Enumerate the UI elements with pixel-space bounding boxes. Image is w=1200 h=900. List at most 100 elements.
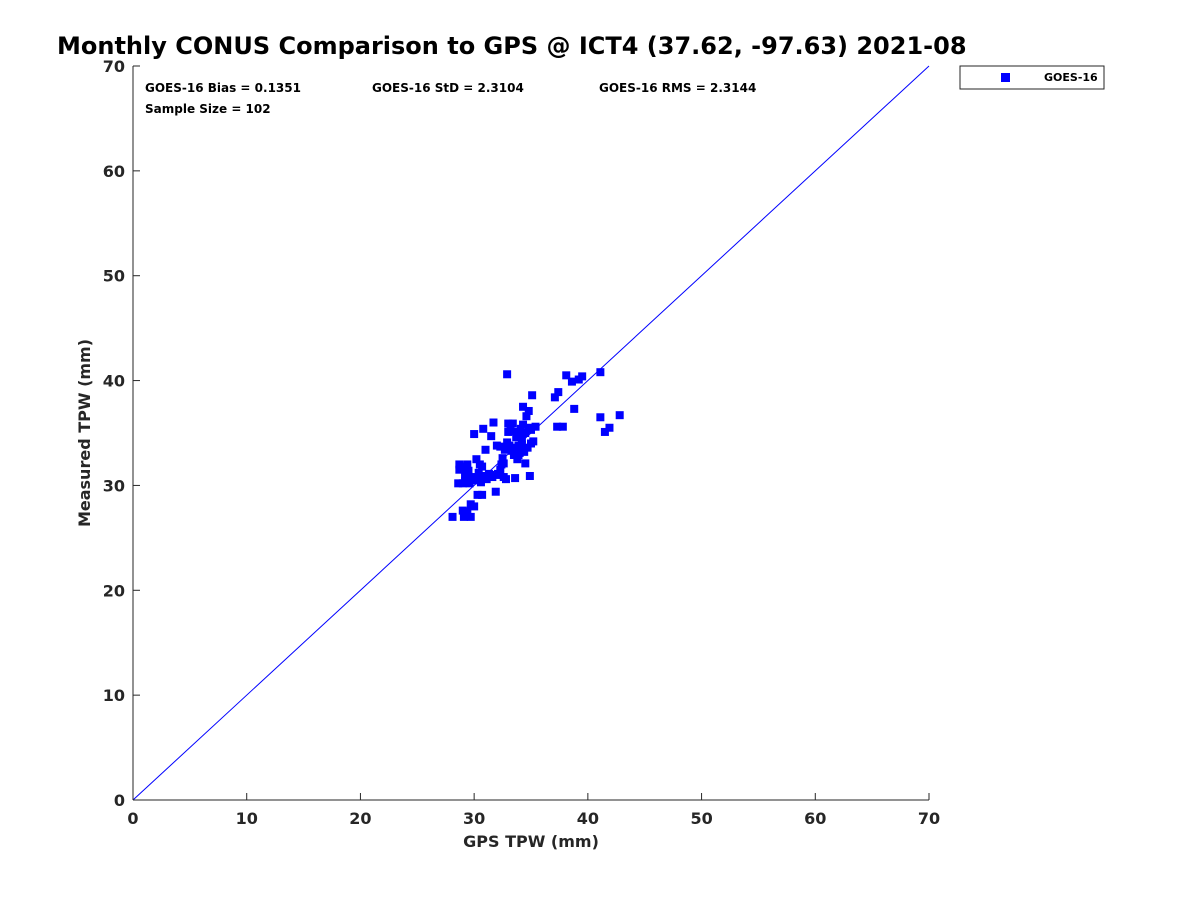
data-point xyxy=(600,427,609,436)
y-tick-label: 60 xyxy=(103,162,125,181)
x-tick-label: 10 xyxy=(236,809,258,828)
data-point xyxy=(474,468,483,477)
data-point xyxy=(521,459,530,468)
data-point xyxy=(528,391,537,400)
data-point xyxy=(470,502,479,511)
data-point xyxy=(516,424,525,433)
data-point xyxy=(527,425,535,434)
y-tick-label: 70 xyxy=(103,57,125,76)
x-ticks: 0 10 20 30 40 50 60 70 xyxy=(127,793,940,828)
data-point xyxy=(473,476,482,485)
y-tick-label: 50 xyxy=(103,267,125,286)
data-point xyxy=(501,475,510,484)
y-tick-label: 20 xyxy=(103,581,125,600)
data-point xyxy=(504,419,513,428)
legend-marker-square xyxy=(1001,73,1010,82)
data-point xyxy=(495,470,504,479)
data-point xyxy=(524,406,533,415)
data-point xyxy=(496,442,505,451)
data-point xyxy=(511,446,520,455)
x-tick-label: 70 xyxy=(918,809,940,828)
data-point xyxy=(472,455,481,464)
x-tick-label: 60 xyxy=(804,809,826,828)
data-point xyxy=(522,412,531,421)
data-point xyxy=(466,512,475,521)
data-point xyxy=(605,423,614,432)
std-stat: GOES-16 StD = 2.3104 xyxy=(372,81,524,95)
chart-title: Monthly CONUS Comparison to GPS @ ICT4 (… xyxy=(57,32,967,60)
x-tick-label: 40 xyxy=(577,809,599,828)
data-point xyxy=(525,471,534,480)
data-point xyxy=(464,466,473,475)
data-point xyxy=(511,474,520,483)
data-point xyxy=(553,422,562,431)
data-point xyxy=(482,475,491,484)
data-point xyxy=(506,443,515,452)
data-point xyxy=(515,429,524,437)
data-point xyxy=(478,490,487,499)
data-point xyxy=(521,429,530,437)
data-point xyxy=(531,422,540,431)
data-point xyxy=(514,451,523,460)
data-point xyxy=(513,455,522,464)
legend-box xyxy=(959,65,1105,90)
data-point xyxy=(463,460,472,469)
data-point xyxy=(567,377,576,386)
data-point xyxy=(523,443,532,452)
y-tick-label: 30 xyxy=(103,476,125,495)
data-point xyxy=(615,411,624,420)
data-point xyxy=(550,393,559,402)
data-points xyxy=(448,368,624,521)
data-point xyxy=(486,470,495,479)
data-point xyxy=(499,459,508,468)
data-point xyxy=(458,506,467,515)
data-point xyxy=(491,487,500,496)
y-axis-label: Measured TPW (mm) xyxy=(75,339,94,527)
data-point xyxy=(519,420,528,429)
data-point xyxy=(489,418,498,427)
data-point xyxy=(458,479,467,488)
data-point xyxy=(506,426,515,435)
data-point xyxy=(470,430,479,439)
data-point xyxy=(512,433,521,442)
data-point xyxy=(500,445,509,454)
y-ticks: 0 10 20 30 40 50 60 70 xyxy=(103,57,140,810)
data-point xyxy=(479,424,488,433)
data-point xyxy=(481,445,490,454)
data-point xyxy=(529,437,538,446)
x-tick-label: 0 xyxy=(127,809,138,828)
data-point xyxy=(456,462,465,471)
x-tick-label: 30 xyxy=(463,809,485,828)
y-tick-label: 40 xyxy=(103,372,125,391)
x-axis-label: GPS TPW (mm) xyxy=(463,832,599,851)
bias-stat: GOES-16 Bias = 0.1351 xyxy=(145,81,301,95)
data-point xyxy=(508,419,517,428)
data-point xyxy=(517,440,526,449)
data-point xyxy=(520,447,529,456)
data-point xyxy=(570,404,579,413)
data-point xyxy=(578,372,587,381)
data-point xyxy=(496,465,505,474)
legend-label: GOES-16 xyxy=(1044,71,1098,84)
data-point xyxy=(596,368,605,377)
data-point xyxy=(454,479,463,488)
data-point xyxy=(554,388,563,397)
plot-area: 0 10 20 30 40 50 60 70 0 10 20 30 40 50 60 70 xyxy=(103,57,940,828)
data-point xyxy=(558,422,567,431)
data-point xyxy=(478,462,487,471)
data-point xyxy=(562,371,571,380)
legend: GOES-16 xyxy=(959,65,1105,90)
data-point xyxy=(498,454,507,463)
data-point xyxy=(459,512,468,521)
data-point xyxy=(509,451,518,460)
rms-stat: GOES-16 RMS = 2.3144 xyxy=(599,81,756,95)
sample-size-stat: Sample Size = 102 xyxy=(145,102,271,116)
data-point xyxy=(517,435,526,444)
data-point xyxy=(448,512,457,521)
data-point xyxy=(487,432,496,441)
data-point xyxy=(519,402,528,411)
y-tick-label: 10 xyxy=(103,686,125,705)
data-point xyxy=(596,413,605,422)
data-point xyxy=(473,490,482,499)
